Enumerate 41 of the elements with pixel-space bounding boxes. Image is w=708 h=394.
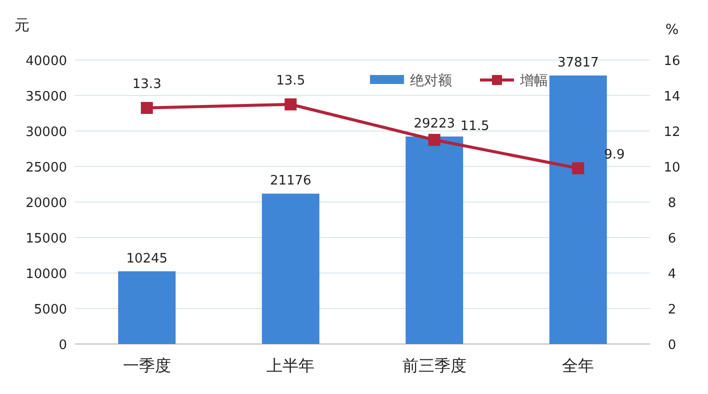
- point: [572, 162, 584, 174]
- y2-tick-label: 4: [668, 267, 676, 282]
- y2-tick-label: 0: [668, 338, 676, 353]
- point: [428, 134, 440, 146]
- y-tick-label: 10000: [26, 267, 67, 282]
- legend-label: 增幅: [519, 73, 548, 89]
- data-label: 10245: [126, 251, 168, 266]
- bar: [406, 136, 464, 344]
- x-tick-label: 前三季度: [402, 356, 466, 375]
- x-tick-label: 一季度: [122, 356, 171, 375]
- y-tick-label: 15000: [26, 232, 67, 246]
- data-label: 21176: [270, 174, 312, 189]
- data-label: 13.3: [132, 76, 162, 92]
- bar: [549, 76, 607, 344]
- y-tick-label: 20000: [26, 196, 67, 211]
- y-tick-label: 25000: [26, 160, 67, 176]
- data-label: 29223: [414, 116, 456, 132]
- y2-tick-label: 10: [664, 160, 680, 176]
- y2-tick-label: 2: [668, 302, 676, 318]
- y2-axis-title: %: [665, 22, 679, 38]
- y2-tick-label: 14: [664, 90, 680, 104]
- y-tick-label: 40000: [26, 54, 67, 69]
- y-tick-label: 35000: [26, 90, 67, 104]
- y-tick-label: 30000: [26, 125, 67, 140]
- y2-tick-label: 12: [664, 125, 680, 140]
- x-tick-label: 全年: [562, 356, 594, 375]
- data-label: 37817: [557, 56, 599, 70]
- y-tick-label: 5000: [34, 302, 67, 318]
- bar: [262, 194, 320, 344]
- y-tick-label: 0: [58, 338, 67, 353]
- point: [140, 102, 153, 114]
- point: [284, 98, 297, 110]
- data-label: 11.5: [460, 118, 490, 134]
- y2-tick-label: 6: [668, 232, 676, 246]
- legend-label: 绝对额: [410, 73, 452, 89]
- data-label: 13.5: [276, 73, 306, 88]
- y-axis-title: 元: [14, 16, 30, 34]
- y2-tick-label: 8: [668, 196, 676, 211]
- bar: [118, 271, 176, 344]
- y2-tick-label: 16: [664, 54, 680, 69]
- x-tick-label: 上半年: [266, 356, 315, 375]
